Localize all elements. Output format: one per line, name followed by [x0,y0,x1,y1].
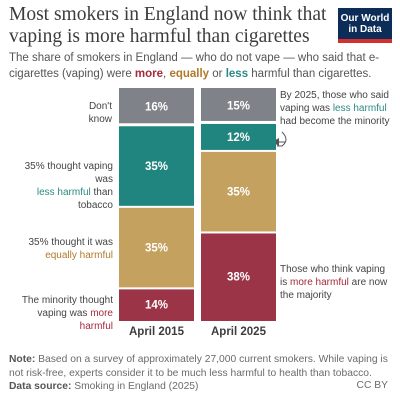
subtitle-less: less [225,68,249,80]
label-less-line1: 35% thought vaping was [24,161,113,185]
bar-segment-less-harmful-0[interactable] [119,126,194,206]
logo-line-2: in Data [348,24,382,35]
label-less-line2: less harmful than tobacco [20,186,113,212]
label-more-line1: The minority thought [21,295,113,306]
footer-source-text: Smoking in England (2025) [71,381,199,392]
label-less-word: less harmful [36,187,91,198]
bar-segment-less-harmful-1[interactable] [201,123,276,150]
annotation-top-line2: vaping was less harmful [280,102,398,115]
footer-note-text: Based on a survey of approximately 27,00… [9,354,388,379]
subtitle-sep-2: or [209,68,226,80]
label-more-harmful-2015: The minority thought vaping was more har… [10,294,113,333]
chart-title: Most smokers in England now think that v… [9,4,327,47]
annotation-bottom-line1: Those who think vaping [280,264,386,275]
footer-note: Note: Based on a survey of approximately… [9,353,394,381]
subtitle-more: more [134,68,164,80]
bar-segment-equally-harmful-1[interactable] [201,151,276,232]
data-label-less-harmful-0: 35% [145,161,168,173]
data-label-equally-harmful-1: 35% [227,187,250,199]
data-label-less-harmful-1: 12% [227,132,250,144]
subtitle-prefix: The share of smokers in England — who do… [9,52,380,80]
annotation-less-minority: By 2025, those who said vaping was less … [280,89,398,128]
chart-subtitle: The share of smokers in England — who do… [9,50,394,82]
annotation-top-prefix: vaping was [280,103,333,114]
bar-segment-equally-harmful-0[interactable] [119,207,194,288]
label-more-prefix: vaping was [37,308,91,319]
subtitle-suffix: harmful than cigarettes. [248,68,372,80]
license-label[interactable]: CC BY [356,380,388,391]
x-tick-label-0: April 2015 [129,326,185,338]
label-dont-know: Don't know [88,101,112,125]
label-equal-line1: 35% thought it was [28,237,114,248]
footer-source: Data source: Smoking in England (2025) [9,380,198,394]
annotation-bottom-tail: are now [348,277,388,288]
annotation-arrow-curve [277,131,287,147]
subtitle-equally: equally [169,68,210,80]
logo-line-1: Our World [340,13,390,24]
x-tick-label-1: April 2025 [211,326,267,338]
label-less-harmful-2015: 35% thought vaping was less harmful than… [20,160,113,212]
annotation-bottom-prefix: is [280,277,290,288]
bar-segment-don-t-know-0[interactable] [119,88,194,124]
label-equally-harmful-2015: 35% thought it was equally harmful [20,236,114,262]
label-less-tail: than tobacco [77,187,113,211]
annotation-top-line1: By 2025, those who said [280,90,389,101]
data-label-don-t-know-1: 15% [227,100,250,112]
data-label-more-harmful-0: 14% [145,300,168,312]
label-more-line2: vaping was more harmful [10,307,113,333]
footer-note-label: Note: [9,354,36,365]
annotation-bottom-word: more harmful [290,277,349,288]
owid-logo[interactable]: Our World in Data [338,8,392,43]
annotation-bottom-line3: the majority [280,290,332,301]
subtitle-sep-1: , [163,68,170,80]
annotation-more-majority: Those who think vaping is more harmful a… [280,263,398,302]
annotation-bottom-line2: is more harmful are now [280,276,398,289]
data-label-more-harmful-1: 38% [227,272,250,284]
bar-segment-more-harmful-1[interactable] [201,233,276,321]
data-label-equally-harmful-0: 35% [145,243,168,255]
bar-segment-more-harmful-0[interactable] [119,289,194,321]
footer-source-label: Data source: [9,381,72,392]
annotation-top-line3: had become the minority [280,116,390,127]
annotation-top-word: less harmful [332,103,387,114]
data-label-don-t-know-0: 16% [145,102,168,114]
bar-segment-don-t-know-1[interactable] [201,88,276,121]
label-equal-word: equally harmful [45,250,113,261]
label-more-word: more harmful [79,308,113,332]
